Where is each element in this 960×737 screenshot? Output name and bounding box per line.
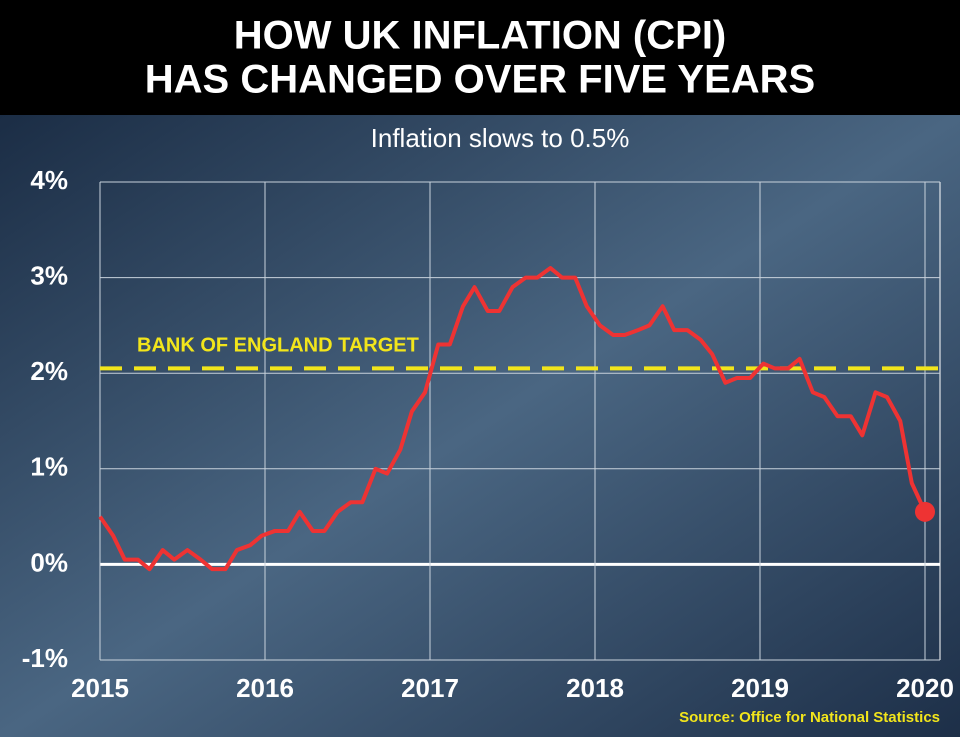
y-tick-label: -1% (22, 643, 68, 673)
x-tick-label: 2020 (896, 673, 954, 703)
background (0, 115, 960, 737)
end-point (915, 501, 935, 522)
data-line (98, 266, 927, 572)
chart-title: HOW UK INFLATION (CPI) (234, 14, 727, 58)
x-tick-label: 2016 (236, 673, 294, 703)
y-tick-label: 2% (30, 356, 68, 386)
target-label: BANK OF ENGLAND TARGET (137, 335, 419, 357)
chart-title: HAS CHANGED OVER FIVE YEARS (145, 58, 816, 102)
y-tick-label: 3% (30, 260, 68, 290)
x-tick-label: 2019 (731, 673, 789, 703)
chart-subtitle: Inflation slows to 0.5% (371, 123, 630, 153)
header (0, 0, 960, 115)
y-tick-label: 1% (30, 452, 68, 482)
x-tick-label: 2017 (401, 673, 459, 703)
x-tick-label: 2018 (566, 673, 624, 703)
y-tick-label: 4% (30, 165, 68, 195)
source: Source: Office for National Statistics (679, 709, 940, 726)
x-tick-label: 2015 (71, 673, 129, 703)
y-tick-label: 0% (30, 547, 68, 577)
